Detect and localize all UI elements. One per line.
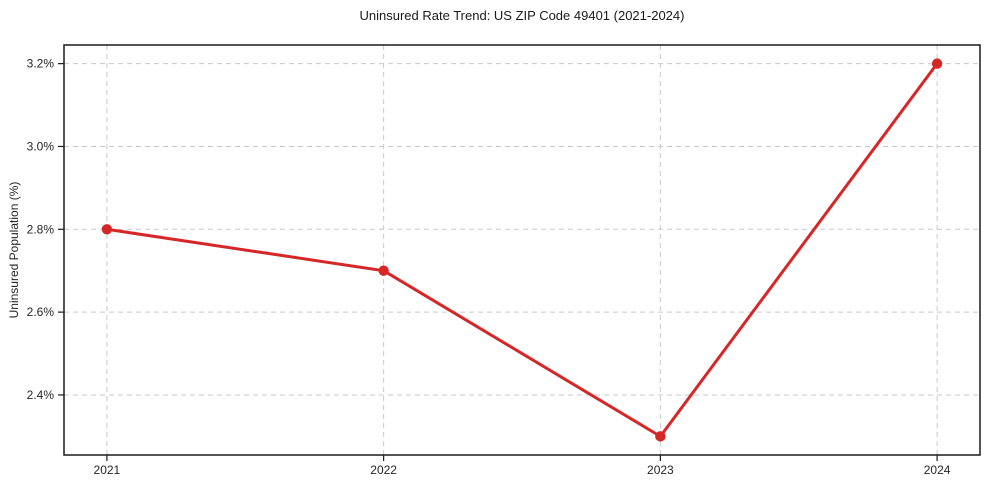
y-tick-label: 2.6% — [27, 305, 55, 319]
y-tick-label: 2.8% — [27, 222, 55, 236]
x-gridlines-and-ticks: 2021 2022 2023 2024 — [94, 45, 951, 477]
plot-area: 2.4% 2.6% 2.8% 3.0% 3.2% 2021 2022 2023 2024 — [27, 44, 981, 477]
chart-title: Uninsured Rate Trend: US ZIP Code 49401 … — [359, 8, 685, 23]
data-point-markers — [101, 58, 943, 442]
x-tick-label: 2021 — [94, 463, 121, 477]
data-point-marker — [378, 265, 389, 276]
y-tick-label: 3.0% — [27, 140, 55, 154]
x-tick-label: 2024 — [924, 463, 951, 477]
plot-border — [63, 44, 981, 456]
data-point-marker — [931, 58, 943, 69]
y-tick-label: 2.4% — [27, 388, 55, 402]
y-gridlines-and-ticks: 2.4% 2.6% 2.8% 3.0% 3.2% — [27, 57, 980, 402]
trend-line — [105, 62, 939, 438]
y-axis-label: Uninsured Population (%) — [7, 181, 21, 319]
x-tick-label: 2022 — [370, 463, 397, 477]
x-tick-label: 2023 — [647, 463, 674, 477]
data-point-marker — [655, 431, 666, 442]
y-tick-label: 3.2% — [27, 57, 55, 71]
data-point-marker — [101, 224, 113, 235]
